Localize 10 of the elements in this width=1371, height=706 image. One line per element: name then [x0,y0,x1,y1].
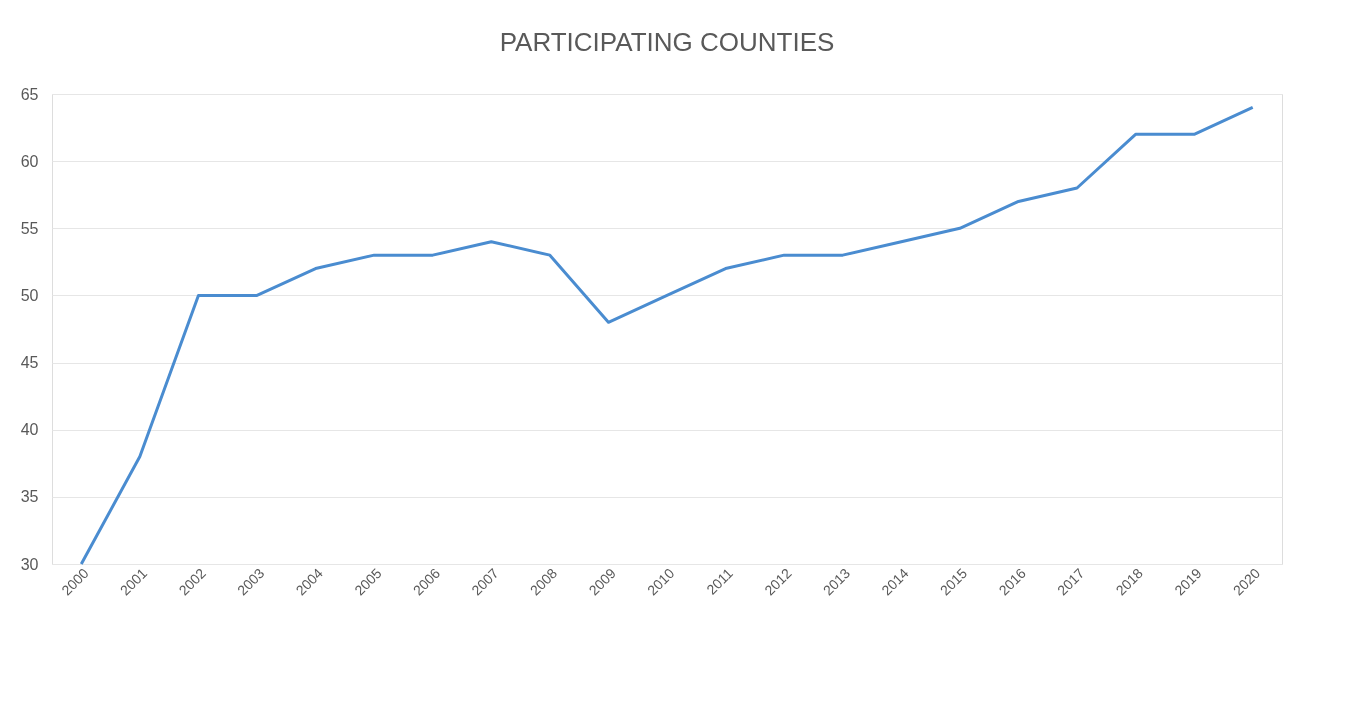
y-tick-label: 35 [20,488,39,506]
y-tick-label: 50 [20,286,39,304]
y-tick-label: 40 [20,421,39,439]
y-tick-label: 30 [20,555,39,573]
line-series [79,105,1255,566]
y-tick-label: 55 [20,219,39,237]
y-tick-label: 60 [20,152,39,170]
y-tick-label: 65 [20,85,39,103]
y-tick-label: 45 [20,354,39,372]
chart-title: PARTICIPATING COUNTIES [499,27,835,57]
